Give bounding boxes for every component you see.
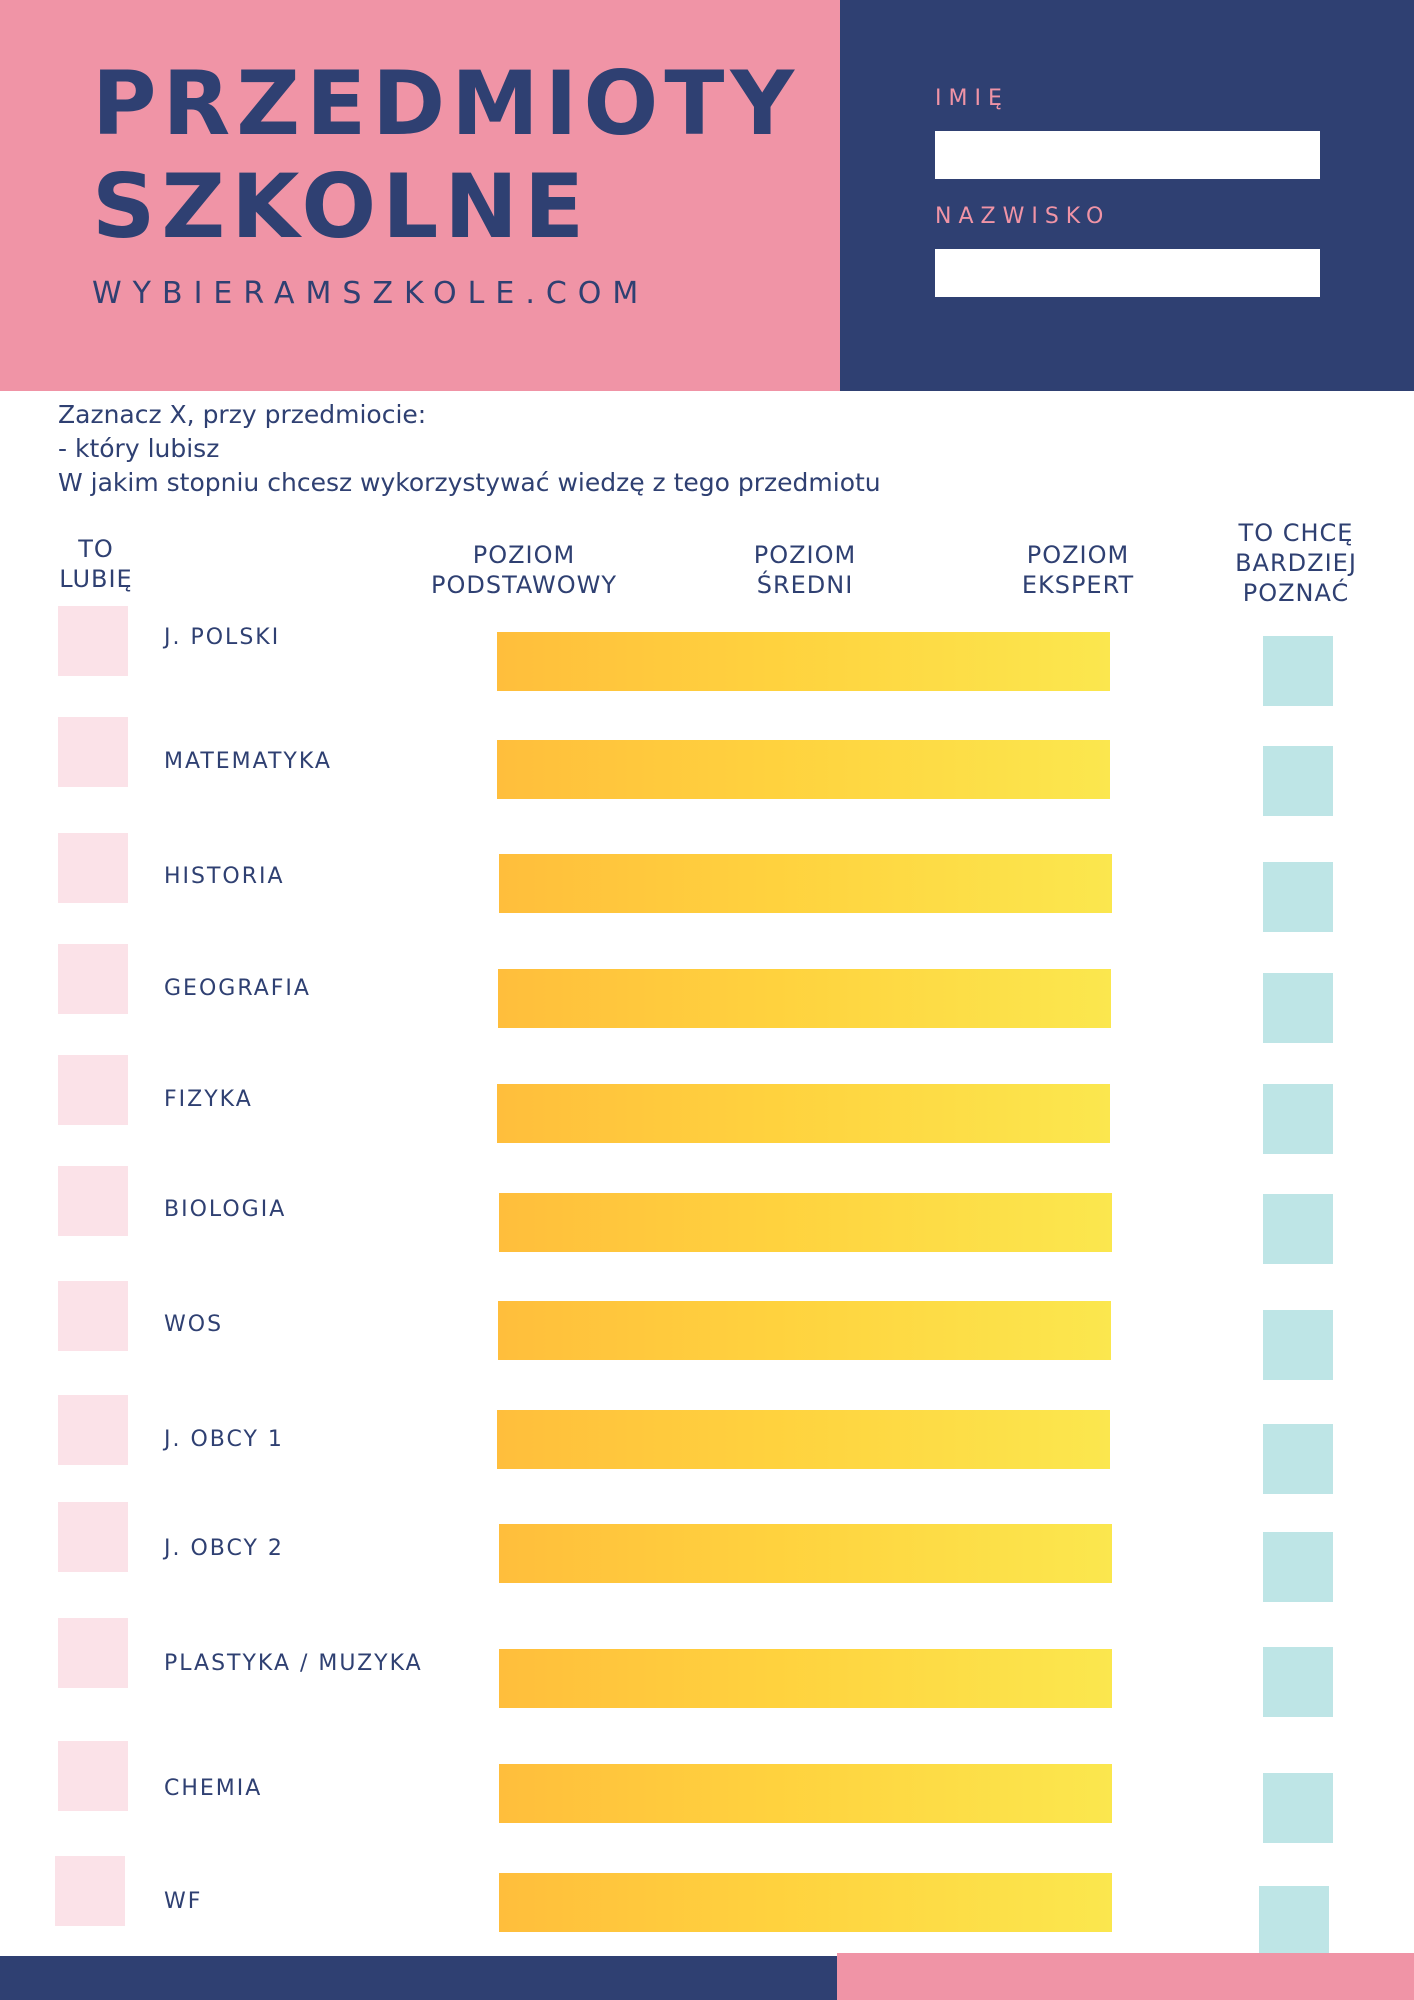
learn-more-checkbox[interactable] [1263, 862, 1333, 932]
level-scale-bar[interactable] [497, 632, 1110, 691]
column-header-expert-level: POZIOM EKSPERT [1021, 541, 1135, 599]
learn-more-checkbox[interactable] [1263, 636, 1333, 706]
subject-label: CHEMIA [164, 1776, 263, 1801]
website-text: WYBIERAMSZKOLE.COM [92, 276, 650, 311]
like-checkbox[interactable] [58, 1055, 128, 1125]
level-scale-bar[interactable] [498, 1301, 1111, 1360]
like-checkbox[interactable] [58, 1618, 128, 1688]
subject-label: MATEMATYKA [164, 749, 332, 774]
subject-label: PLASTYKA / MUZYKA [164, 1651, 423, 1676]
learn-more-checkbox[interactable] [1263, 746, 1333, 816]
level-scale-bar[interactable] [497, 740, 1110, 799]
subject-label: J. OBCY 1 [164, 1427, 284, 1452]
learn-more-checkbox[interactable] [1263, 1194, 1333, 1264]
like-checkbox[interactable] [58, 944, 128, 1014]
subject-label: J. POLSKI [164, 625, 281, 650]
level-scale-bar[interactable] [497, 1410, 1110, 1469]
like-checkbox[interactable] [58, 1502, 128, 1572]
learn-more-checkbox[interactable] [1263, 1310, 1333, 1380]
learn-more-checkbox[interactable] [1263, 1647, 1333, 1717]
footer-navy-bar [0, 1956, 837, 2000]
subject-label: WF [164, 1889, 203, 1914]
level-scale-bar[interactable] [498, 969, 1111, 1028]
like-checkbox[interactable] [58, 717, 128, 787]
column-header-medium-level: POZIOM ŚREDNI [753, 541, 857, 599]
instruction-line-2: - który lubisz [58, 434, 220, 463]
learn-more-checkbox[interactable] [1263, 1532, 1333, 1602]
level-scale-bar[interactable] [499, 1524, 1112, 1583]
first-name-label: IMIĘ [935, 86, 1009, 111]
subject-label: HISTORIA [164, 864, 285, 889]
subject-label: BIOLOGIA [164, 1197, 287, 1222]
page-title: PRZEDMIOTY SZKOLNE [92, 52, 800, 258]
column-header-basic-level: POZIOM PODSTAWOWY [431, 541, 617, 599]
learn-more-checkbox[interactable] [1263, 1773, 1333, 1843]
subject-label: GEOGRAFIA [164, 976, 311, 1001]
level-scale-bar[interactable] [499, 1873, 1112, 1932]
like-checkbox[interactable] [58, 833, 128, 903]
like-checkbox[interactable] [55, 1856, 125, 1926]
footer-pink-bar [837, 1953, 1414, 2000]
level-scale-bar[interactable] [497, 1084, 1110, 1143]
column-header-learn-more: TO CHCĘ BARDZIEJ POZNAĆ [1235, 519, 1357, 607]
learn-more-checkbox[interactable] [1263, 1084, 1333, 1154]
like-checkbox[interactable] [58, 1741, 128, 1811]
like-checkbox[interactable] [58, 1281, 128, 1351]
level-scale-bar[interactable] [499, 1649, 1112, 1708]
instructions: Zaznacz X, przy przedmiocie: - który lub… [58, 398, 881, 500]
level-scale-bar[interactable] [499, 1193, 1112, 1252]
like-checkbox[interactable] [58, 1166, 128, 1236]
title-line-2: SZKOLNE [92, 155, 591, 258]
level-scale-bar[interactable] [499, 854, 1112, 913]
learn-more-checkbox[interactable] [1259, 1886, 1329, 1956]
title-line-1: PRZEDMIOTY [92, 52, 801, 155]
like-checkbox[interactable] [58, 1395, 128, 1465]
last-name-field[interactable] [935, 249, 1320, 297]
learn-more-checkbox[interactable] [1263, 973, 1333, 1043]
subject-label: WOS [164, 1312, 224, 1337]
like-checkbox[interactable] [58, 606, 128, 676]
last-name-label: NAZWISKO [935, 204, 1111, 229]
instruction-line-1: Zaznacz X, przy przedmiocie: [58, 400, 427, 429]
learn-more-checkbox[interactable] [1263, 1424, 1333, 1494]
column-header-like: TO LUBIĘ [59, 535, 133, 593]
first-name-field[interactable] [935, 131, 1320, 179]
header-pink-panel [0, 0, 840, 391]
level-scale-bar[interactable] [499, 1764, 1112, 1823]
subject-label: J. OBCY 2 [164, 1536, 284, 1561]
subject-label: FIZYKA [164, 1087, 253, 1112]
instruction-line-3: W jakim stopniu chcesz wykorzystywać wie… [58, 468, 881, 497]
header-navy-panel [840, 0, 1414, 391]
